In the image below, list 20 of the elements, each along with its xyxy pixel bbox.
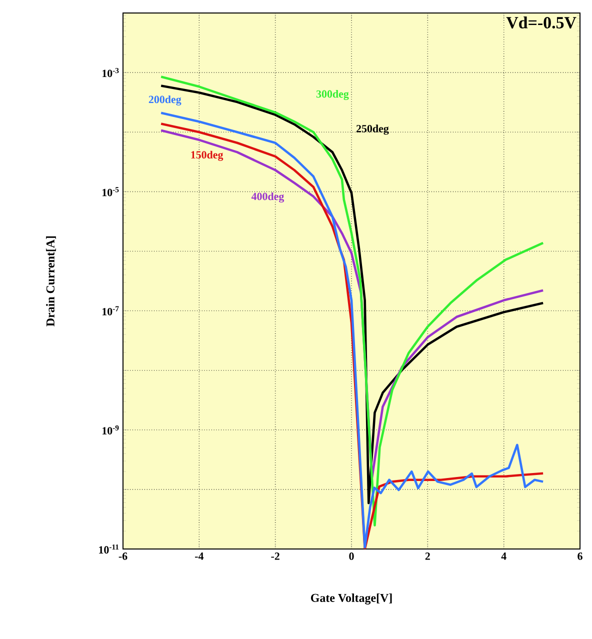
y-tick-label: 10$^{-7}$ bbox=[102, 306, 119, 316]
y-axis-title: Drain Current[A] bbox=[46, 236, 56, 326]
series-label: 150deg bbox=[191, 150, 224, 161]
series-label: 400deg bbox=[251, 192, 284, 202]
x-tick-label: -2 bbox=[271, 552, 280, 560]
x-axis-title: Gate Voltage[V] bbox=[310, 594, 392, 604]
text: 300deg bbox=[316, 90, 349, 100]
x-tick-label: -4 bbox=[195, 552, 204, 560]
y-tick-label: 10$^{-3}$ bbox=[102, 68, 119, 78]
series-label: 200deg bbox=[148, 95, 182, 106]
x-tick-label: 4 bbox=[501, 552, 506, 560]
x-tick-label: 6 bbox=[578, 552, 582, 560]
chart-title: Vd=-0.5V bbox=[506, 16, 576, 29]
text: 250deg bbox=[356, 124, 389, 135]
x-tick-label: 0 bbox=[349, 552, 354, 560]
y-tick-label: 10$^{-5}$ bbox=[102, 187, 119, 196]
y-tick-label: 10$^{-11}$ bbox=[99, 544, 119, 554]
x-tick-label: 2 bbox=[425, 552, 430, 560]
x-tick-label: -6 bbox=[118, 552, 128, 560]
y-tick-label: 10$^{-9}$ bbox=[102, 425, 119, 434]
